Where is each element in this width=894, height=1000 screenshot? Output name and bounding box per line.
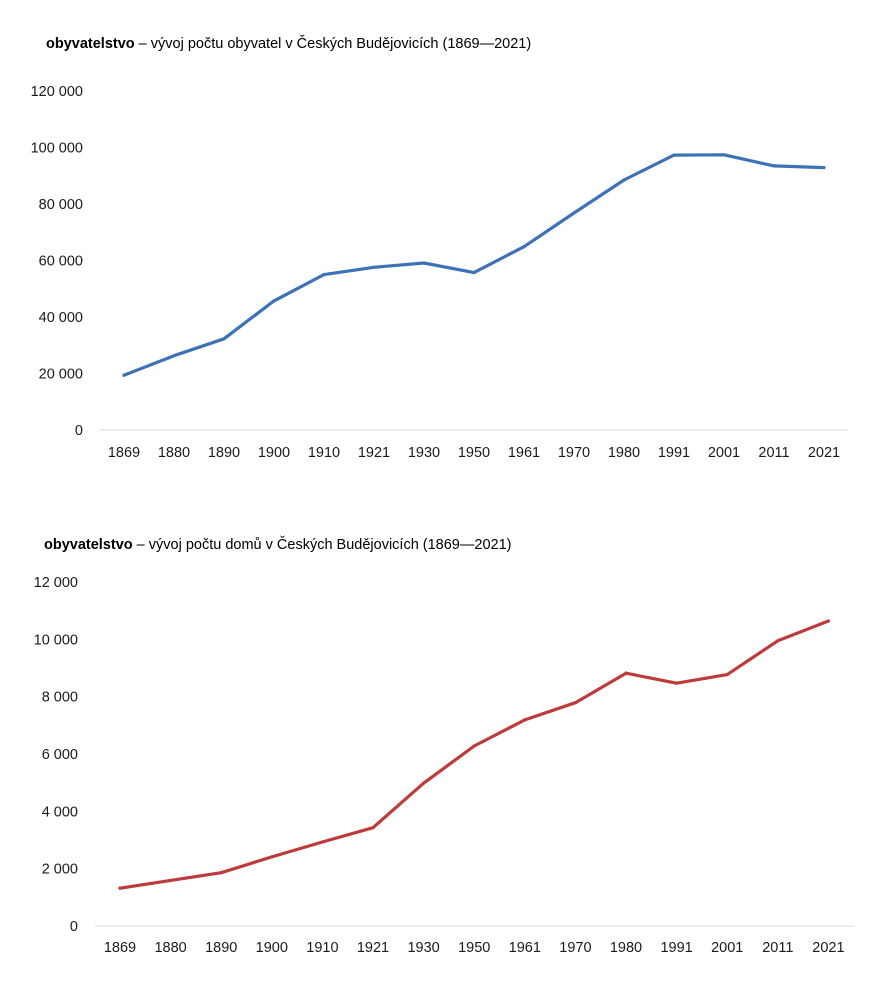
data-point	[272, 299, 276, 303]
x-tick-label: 1890	[208, 445, 240, 461]
data-point	[118, 886, 122, 890]
x-tick-label: 1980	[610, 940, 642, 956]
data-point	[472, 744, 476, 748]
chart-title-houses: obyvatelstvo – vývoj počtu domů v Českýc…	[44, 537, 511, 553]
chart-title-rest: – vývoj počtu obyvatel v Českých Budějov…	[134, 36, 532, 52]
y-tick-label: 0	[75, 423, 83, 439]
y-tick-label: 60 000	[39, 254, 83, 270]
data-point	[722, 153, 726, 157]
x-tick-label: 1970	[558, 445, 590, 461]
y-tick-label: 10 000	[34, 632, 78, 648]
x-tick-label: 1930	[407, 940, 439, 956]
x-tick-label: 2021	[808, 445, 840, 461]
x-tick-label: 1950	[458, 445, 490, 461]
data-point	[826, 619, 831, 623]
y-tick-label: 120 000	[31, 84, 83, 100]
data-point	[523, 718, 527, 722]
y-tick-label: 12 000	[34, 575, 78, 591]
y-tick-label: 40 000	[39, 310, 83, 326]
series-line-domy	[118, 619, 831, 890]
x-tick-label: 2001	[711, 940, 743, 956]
data-point	[122, 373, 126, 377]
x-tick-label: 2011	[762, 940, 793, 956]
chart-title-bold: obyvatelstvo	[44, 537, 133, 553]
y-tick-label: 6 000	[42, 747, 78, 763]
x-tick-label: 1880	[154, 940, 186, 956]
data-point	[422, 781, 426, 785]
x-tick-label: 1869	[104, 940, 136, 956]
x-tick-label: 1950	[458, 940, 490, 956]
data-point	[322, 273, 326, 277]
x-tick-label: 1970	[559, 940, 591, 956]
data-point	[169, 878, 173, 883]
y-tick-label: 0	[70, 919, 78, 935]
data-point	[372, 265, 376, 269]
x-tick-label: 1991	[660, 940, 692, 956]
chart-title-population: obyvatelstvo – vývoj počtu obyvatel v Če…	[46, 36, 531, 52]
data-point	[672, 153, 676, 157]
x-tick-label: 2001	[708, 445, 740, 461]
x-tick-label: 1991	[658, 445, 690, 461]
data-point	[622, 178, 626, 182]
y-tick-label: 8 000	[42, 690, 78, 706]
data-point	[422, 261, 426, 265]
y-tick-label: 4 000	[42, 804, 78, 820]
data-point	[270, 855, 274, 859]
data-point	[573, 701, 578, 705]
y-tick-label: 100 000	[31, 141, 83, 157]
data-point	[320, 840, 324, 844]
data-point	[572, 211, 576, 215]
data-point	[172, 354, 176, 358]
data-point	[624, 671, 628, 675]
data-point	[371, 826, 375, 830]
x-tick-label: 2011	[758, 445, 789, 461]
x-tick-label: 1910	[306, 940, 338, 956]
data-point	[822, 165, 826, 170]
data-point	[675, 681, 679, 685]
x-tick-label: 1869	[108, 445, 140, 461]
x-tick-label: 1900	[256, 940, 288, 956]
data-point	[772, 164, 776, 168]
y-tick-label: 2 000	[42, 862, 78, 878]
x-tick-label: 1961	[508, 445, 540, 461]
data-point	[472, 271, 476, 275]
data-point	[219, 871, 223, 875]
data-point	[725, 672, 729, 677]
x-tick-label: 1910	[308, 445, 340, 461]
x-tick-label: 1900	[258, 445, 290, 461]
data-point	[776, 639, 780, 643]
y-tick-label: 80 000	[39, 197, 83, 213]
chart-title-bold: obyvatelstvo	[46, 36, 135, 52]
x-tick-label: 1921	[357, 940, 389, 956]
x-tick-label: 1980	[608, 445, 640, 461]
x-tick-label: 1890	[205, 940, 237, 956]
chart-title-rest: – vývoj počtu domů v Českých Budějovicíc…	[132, 537, 512, 553]
series-line-obyvatelé	[122, 153, 826, 377]
data-point	[522, 245, 526, 249]
x-tick-label: 2021	[812, 940, 844, 956]
y-tick-label: 20 000	[39, 367, 83, 383]
x-tick-label: 1880	[158, 445, 190, 461]
x-tick-label: 1961	[509, 940, 541, 956]
x-tick-label: 1930	[408, 445, 440, 461]
data-point	[222, 337, 226, 341]
x-tick-label: 1921	[358, 445, 390, 461]
